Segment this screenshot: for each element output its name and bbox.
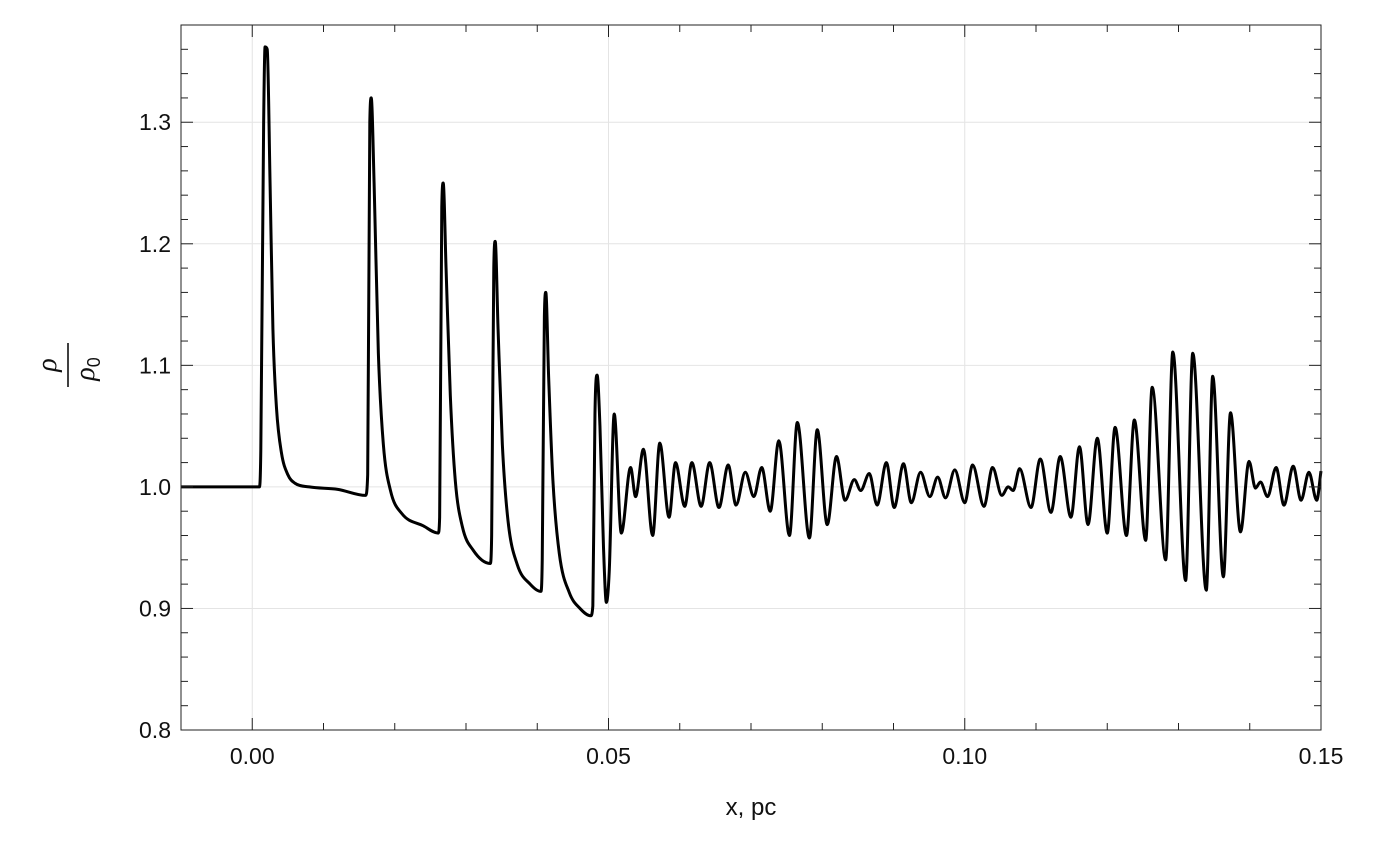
- axis-ticks: [180, 25, 1322, 731]
- plot-frame: [180, 24, 1322, 731]
- tick-labels: 0.00 0.05 0.10 0.15 0.8 0.9 1.0 1.1 1.2 1.3: [139, 109, 1343, 769]
- y-axis-label: ρ ρ0: [32, 343, 104, 387]
- grid-lines: [181, 25, 1322, 731]
- series-line: [180, 45, 1323, 618]
- x-tick-label: 0.00: [230, 743, 275, 769]
- y-tick-label: 1.2: [139, 231, 171, 257]
- x-axis-label: x, pc: [726, 794, 777, 821]
- y-tick-label: 1.1: [139, 352, 171, 378]
- y-tick-label: 0.9: [139, 595, 171, 621]
- y-tick-label: 1.3: [139, 109, 171, 135]
- y-axis-label-numerator: ρ: [32, 358, 63, 372]
- y-tick-label: 0.8: [139, 717, 171, 743]
- x-tick-label: 0.15: [1299, 743, 1344, 769]
- y-axis-label-denominator: ρ0: [70, 357, 104, 381]
- x-tick-label: 0.10: [942, 743, 987, 769]
- y-axis-label-denominator-symbol: ρ: [70, 367, 101, 381]
- x-tick-label: 0.05: [586, 743, 631, 769]
- y-tick-label: 1.0: [139, 474, 171, 500]
- y-axis-label-denominator-subscript: 0: [84, 357, 104, 367]
